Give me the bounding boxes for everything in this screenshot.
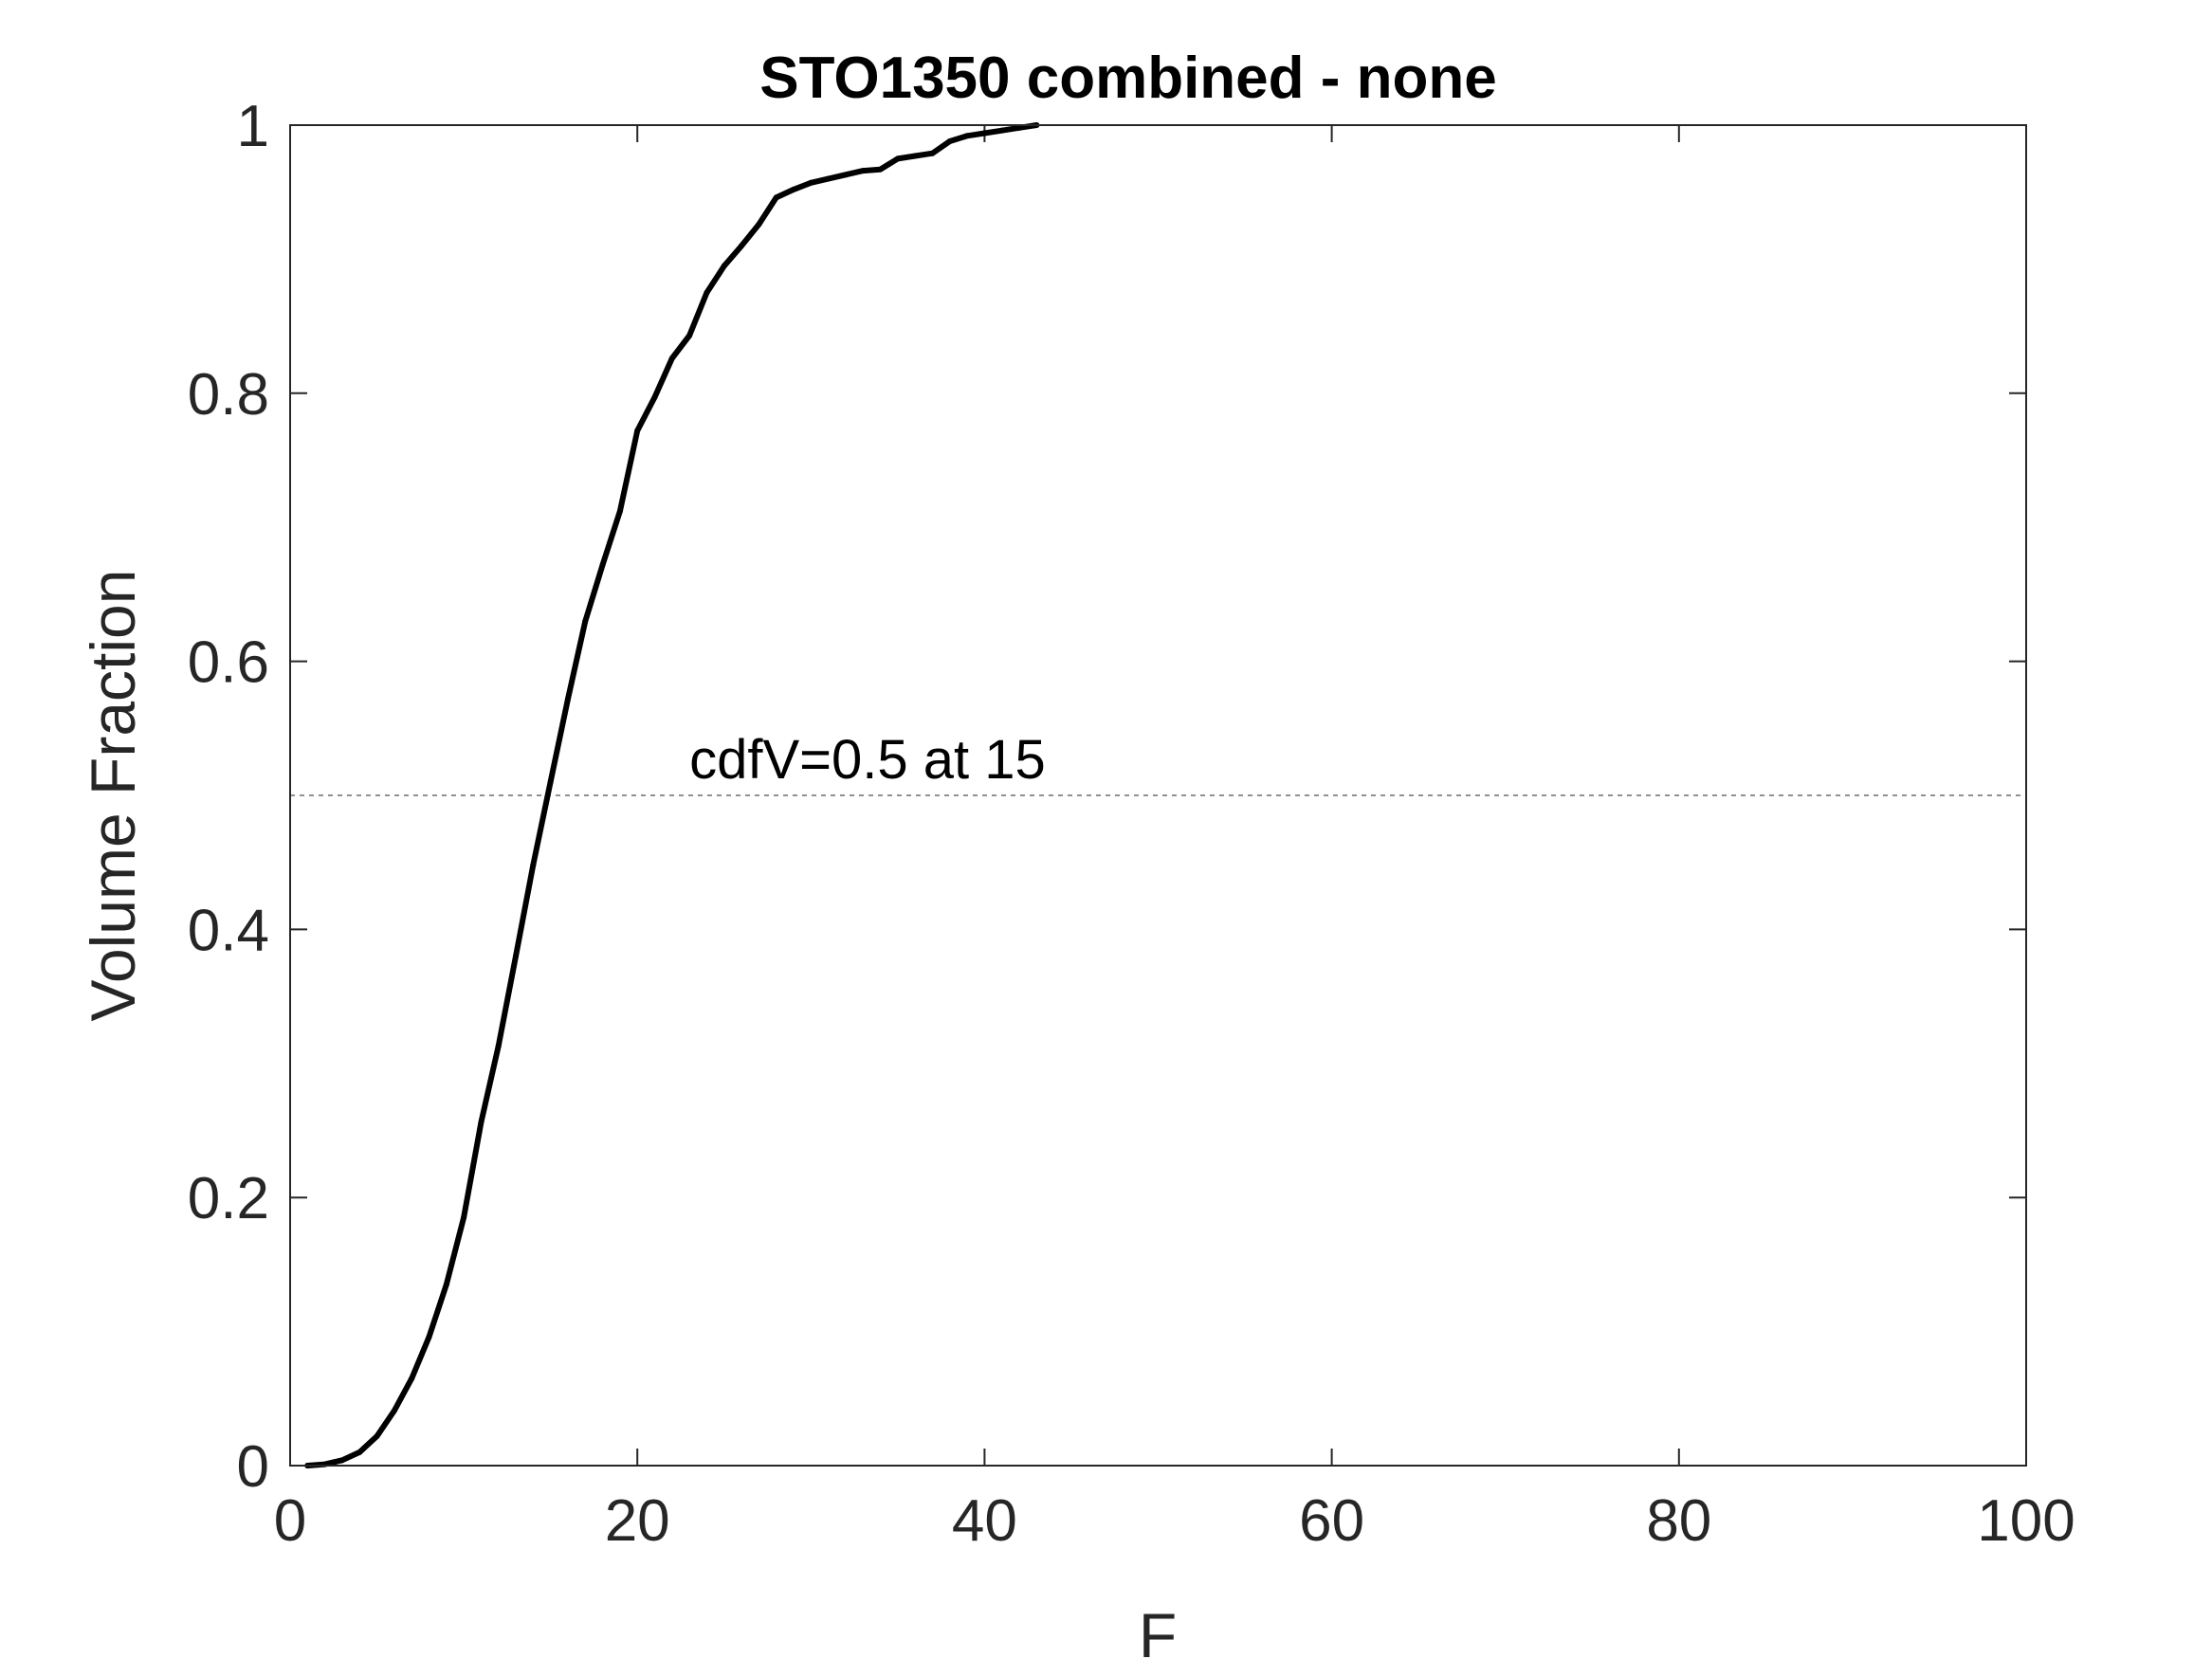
series-point [808,179,814,186]
series-point [756,221,762,228]
series-point [374,1432,380,1439]
x-tick-label: 20 [605,1488,670,1554]
series-point [773,194,779,201]
series-point [478,1120,484,1126]
series-point [946,137,953,144]
y-tick-labels: 0 0.2 0.4 0.6 0.8 1 [188,94,269,1500]
series-point [825,175,832,182]
series-point [842,172,849,178]
series-point [998,127,1005,134]
x-tick-label: 100 [1977,1488,2075,1554]
series-points [304,122,1040,1468]
series-point [981,130,988,137]
series-point [616,508,623,515]
series-point [443,1282,449,1288]
y-tick-label: 0.6 [188,630,269,696]
plot-background [290,125,2026,1466]
series-point [391,1408,397,1414]
series-point [599,561,606,568]
series-point [651,394,658,401]
x-tick-labels: 0 20 40 60 80 100 [274,1488,2075,1554]
x-tick-label: 40 [952,1488,1017,1554]
median-annotation: cdfV=0.5 at 15 [689,729,1046,791]
x-tick-label: 80 [1646,1488,1711,1554]
series-point [704,289,710,296]
series-point [338,1457,345,1464]
series-point [634,428,641,434]
series-point [790,186,796,192]
series-point [668,356,675,362]
series-point [877,166,884,173]
series-point [686,332,693,338]
series-point [409,1376,415,1382]
y-tick-label: 1 [237,94,269,159]
series-point [894,155,901,162]
plot-frame [289,124,2027,1467]
series-point [495,1043,502,1049]
series-point [356,1449,363,1455]
series-point [564,696,571,702]
series-point [929,150,936,156]
series-point [721,263,727,269]
y-tick-label: 0 [237,1434,269,1500]
x-tick-label: 0 [274,1488,306,1554]
x-tick-label: 60 [1299,1488,1364,1554]
series-point [912,153,919,159]
series-point [582,618,589,625]
y-tick-label: 0.2 [188,1166,269,1231]
y-tick-label: 0.8 [188,362,269,428]
series-point [426,1334,432,1340]
series-point [530,862,537,868]
chart-title: STO1350 combined - none [759,46,1496,111]
series-point [547,778,554,785]
x-axis-label: F [1139,1600,1177,1659]
series-point [513,953,520,959]
y-tick-label: 0.4 [188,898,269,963]
y-axis-label: Volume Fraction [78,570,148,1022]
series-point [964,133,971,139]
series-point [461,1214,467,1221]
series-point [1016,124,1023,131]
series-point [860,168,867,174]
series-point [739,243,745,249]
